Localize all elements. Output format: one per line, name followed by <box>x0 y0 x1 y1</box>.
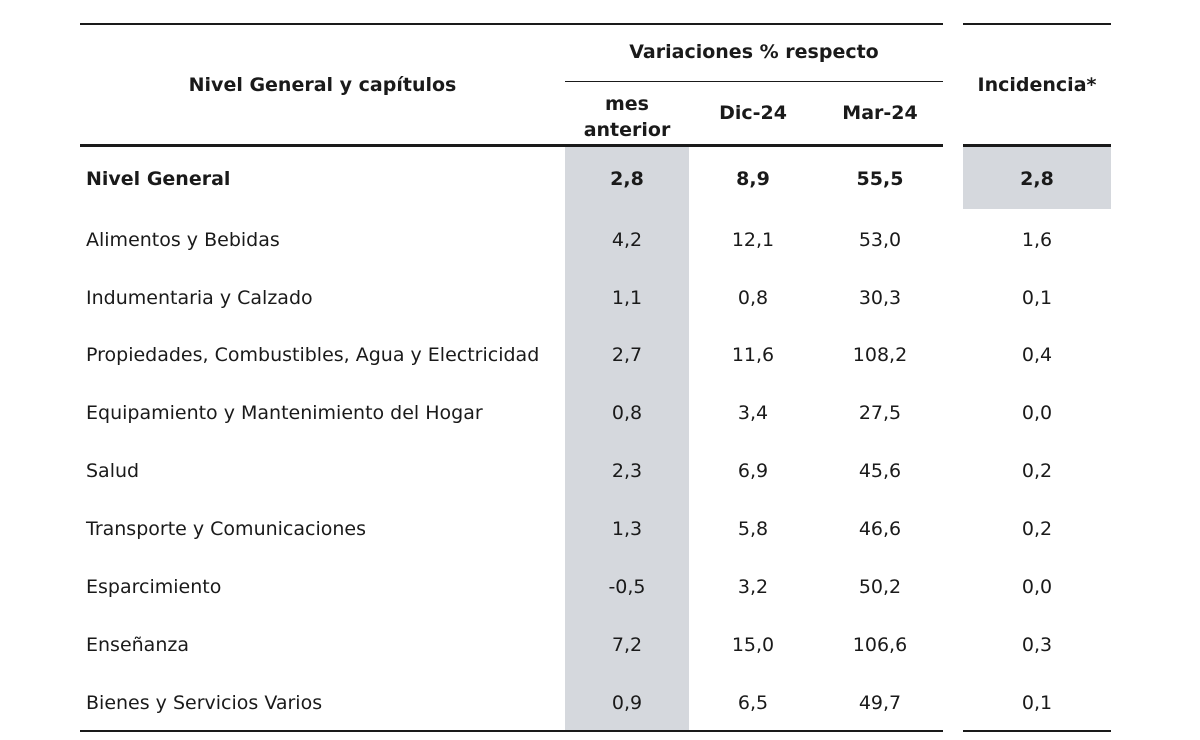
cell-mar-24: 108,2 <box>852 344 908 366</box>
row-label: Salud <box>86 460 140 482</box>
table-row: Salud 2,3 6,9 45,6 0,2 <box>0 442 1200 500</box>
table-row: Alimentos y Bebidas 4,2 12,1 53,0 1,6 <box>0 211 1200 269</box>
cell-mes-anterior: 0,9 <box>611 692 643 714</box>
cell-dic-24: 3,4 <box>737 402 769 424</box>
cell-mar-24: 55,5 <box>856 168 904 190</box>
table-row: Propiedades, Combustibles, Agua y Electr… <box>0 326 1200 384</box>
table-row: Enseñanza 7,2 15,0 106,6 0,3 <box>0 616 1200 674</box>
header-mes-line2: anterior <box>583 119 671 141</box>
header-variaciones: Variaciones % respecto <box>629 41 879 63</box>
cell-incidencia: 0,2 <box>1021 460 1053 482</box>
cell-dic-24: 6,9 <box>737 460 769 482</box>
cell-incidencia: 0,2 <box>1021 518 1053 540</box>
table-row: Equipamiento y Mantenimiento del Hogar 0… <box>0 384 1200 442</box>
cell-incidencia: 0,0 <box>1021 576 1053 598</box>
row-label: Alimentos y Bebidas <box>86 229 280 251</box>
cell-incidencia: 0,1 <box>1021 287 1053 309</box>
cell-mar-24: 53,0 <box>858 229 902 251</box>
cell-mar-24: 106,6 <box>852 634 908 656</box>
cell-mar-24: 50,2 <box>858 576 902 598</box>
top-rule <box>80 23 943 25</box>
cell-dic-24: 6,5 <box>737 692 769 714</box>
row-label: Equipamiento y Mantenimiento del Hogar <box>86 402 483 424</box>
row-label: Nivel General <box>86 168 231 190</box>
table-row: Nivel General 2,8 8,9 55,5 2,8 <box>0 150 1200 208</box>
cell-mar-24: 27,5 <box>858 402 902 424</box>
row-label: Esparcimiento <box>86 576 222 598</box>
bottom-rule <box>80 730 943 732</box>
cell-dic-24: 3,2 <box>737 576 769 598</box>
cell-mes-anterior: 0,8 <box>611 402 643 424</box>
cell-incidencia: 2,8 <box>1020 168 1054 190</box>
table-row: Indumentaria y Calzado 1,1 0,8 30,3 0,1 <box>0 269 1200 327</box>
cell-dic-24: 0,8 <box>737 287 769 309</box>
row-label: Transporte y Comunicaciones <box>86 518 366 540</box>
cell-mes-anterior: 1,1 <box>611 287 643 309</box>
header-mes-anterior: mes anterior <box>565 91 689 143</box>
header-bottom-rule <box>80 144 943 147</box>
cell-mes-anterior: 4,2 <box>611 229 643 251</box>
cell-mes-anterior: 2,3 <box>611 460 643 482</box>
header-nivel-general-capitulos: Nivel General y capítulos <box>188 74 457 96</box>
row-label: Propiedades, Combustibles, Agua y Electr… <box>86 344 540 366</box>
incidencia-general-shade <box>963 147 1111 209</box>
header-mar-24: Mar-24 <box>842 102 918 124</box>
cell-incidencia: 0,0 <box>1021 402 1053 424</box>
cell-dic-24: 11,6 <box>731 344 775 366</box>
cell-dic-24: 8,9 <box>736 168 770 190</box>
cell-mar-24: 45,6 <box>858 460 902 482</box>
header-bottom-rule-incidencia <box>963 144 1111 147</box>
top-rule-incidencia <box>963 23 1111 25</box>
cell-mar-24: 49,7 <box>858 692 902 714</box>
variaciones-underline <box>565 81 943 82</box>
cell-mes-anterior: 2,7 <box>611 344 643 366</box>
table-row: Bienes y Servicios Varios 0,9 6,5 49,7 0… <box>0 674 1200 732</box>
cell-dic-24: 12,1 <box>731 229 775 251</box>
table-row: Transporte y Comunicaciones 1,3 5,8 46,6… <box>0 500 1200 558</box>
cell-mes-anterior: 1,3 <box>611 518 643 540</box>
cell-mes-anterior: 2,8 <box>610 168 644 190</box>
row-label: Indumentaria y Calzado <box>86 287 313 309</box>
bottom-rule-incidencia <box>963 730 1111 732</box>
cell-incidencia: 0,1 <box>1021 692 1053 714</box>
cell-mes-anterior: -0,5 <box>608 576 646 598</box>
row-label: Bienes y Servicios Varios <box>86 692 323 714</box>
cell-incidencia: 1,6 <box>1021 229 1053 251</box>
table-row: Esparcimiento -0,5 3,2 50,2 0,0 <box>0 558 1200 616</box>
header-dic-24: Dic-24 <box>719 102 787 124</box>
cell-incidencia: 0,4 <box>1021 344 1053 366</box>
cell-mar-24: 30,3 <box>858 287 902 309</box>
row-label: Enseñanza <box>86 634 189 656</box>
header-incidencia: Incidencia* <box>977 74 1097 96</box>
cell-dic-24: 15,0 <box>731 634 775 656</box>
cell-incidencia: 0,3 <box>1021 634 1053 656</box>
cell-dic-24: 5,8 <box>737 518 769 540</box>
cell-mar-24: 46,6 <box>858 518 902 540</box>
cell-mes-anterior: 7,2 <box>611 634 643 656</box>
mes-anterior-column-shade <box>565 147 689 730</box>
header-mes-line1: mes <box>605 93 649 115</box>
